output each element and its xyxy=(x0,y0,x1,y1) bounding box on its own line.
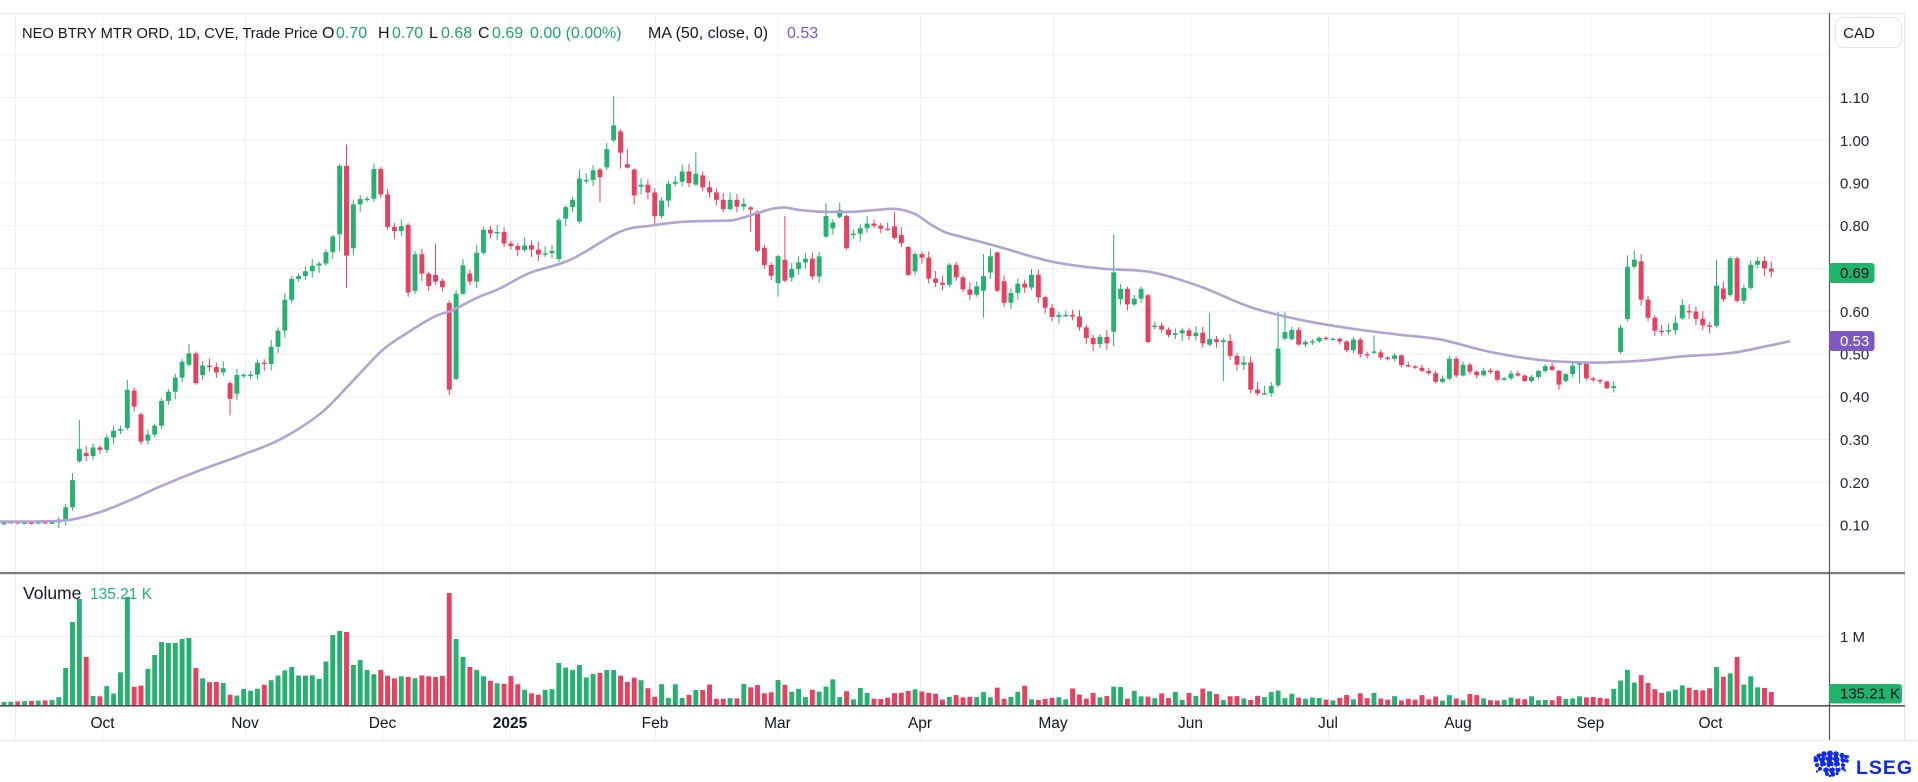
svg-text:0.00 (0.00%): 0.00 (0.00%) xyxy=(530,25,622,42)
svg-text:CAD: CAD xyxy=(1843,25,1875,42)
svg-text:MA (50, close, 0): MA (50, close, 0) xyxy=(648,25,768,42)
svg-text:Nov: Nov xyxy=(231,715,259,732)
svg-text:Oct: Oct xyxy=(90,715,115,732)
svg-text:Apr: Apr xyxy=(908,715,932,732)
svg-text:May: May xyxy=(1038,715,1068,732)
svg-text:Jul: Jul xyxy=(1318,715,1338,732)
svg-text:0.30: 0.30 xyxy=(1840,432,1869,449)
svg-text:0.53: 0.53 xyxy=(1840,333,1869,350)
svg-text:Aug: Aug xyxy=(1444,715,1472,732)
svg-text:1 M: 1 M xyxy=(1840,629,1865,646)
svg-text:C: C xyxy=(478,25,490,42)
svg-text:2025: 2025 xyxy=(493,715,528,732)
svg-text:0.68: 0.68 xyxy=(441,25,472,42)
svg-text:Volume: Volume xyxy=(23,583,81,603)
svg-text:0.10: 0.10 xyxy=(1840,518,1869,535)
svg-text:135.21 K: 135.21 K xyxy=(1840,686,1900,703)
svg-text:0.80: 0.80 xyxy=(1840,218,1869,235)
svg-text:0.53: 0.53 xyxy=(787,25,818,42)
svg-text:H: H xyxy=(378,25,390,42)
svg-text:0.69: 0.69 xyxy=(492,25,523,42)
svg-text:1.00: 1.00 xyxy=(1840,133,1869,150)
svg-text:0.69: 0.69 xyxy=(1840,265,1869,282)
svg-text:Feb: Feb xyxy=(642,715,669,732)
svg-text:0.40: 0.40 xyxy=(1840,389,1869,406)
svg-text:0.70: 0.70 xyxy=(336,25,367,42)
svg-text:O: O xyxy=(322,25,334,42)
svg-text:0.20: 0.20 xyxy=(1840,475,1869,492)
svg-text:NEO BTRY MTR ORD, 1D, CVE, Tra: NEO BTRY MTR ORD, 1D, CVE, Trade Price xyxy=(22,26,318,42)
svg-text:Mar: Mar xyxy=(764,715,791,732)
svg-text:0.60: 0.60 xyxy=(1840,304,1869,321)
svg-text:0.70: 0.70 xyxy=(392,25,423,42)
svg-text:Dec: Dec xyxy=(369,715,397,732)
svg-text:Jun: Jun xyxy=(1178,715,1203,732)
svg-text:Oct: Oct xyxy=(1698,715,1723,732)
svg-text:0.90: 0.90 xyxy=(1840,176,1869,193)
svg-text:Sep: Sep xyxy=(1577,715,1605,732)
svg-text:135.21 K: 135.21 K xyxy=(90,586,153,603)
svg-text:1.10: 1.10 xyxy=(1840,90,1869,107)
svg-text:L: L xyxy=(429,25,438,42)
svg-text:LSEG: LSEG xyxy=(1856,757,1913,777)
